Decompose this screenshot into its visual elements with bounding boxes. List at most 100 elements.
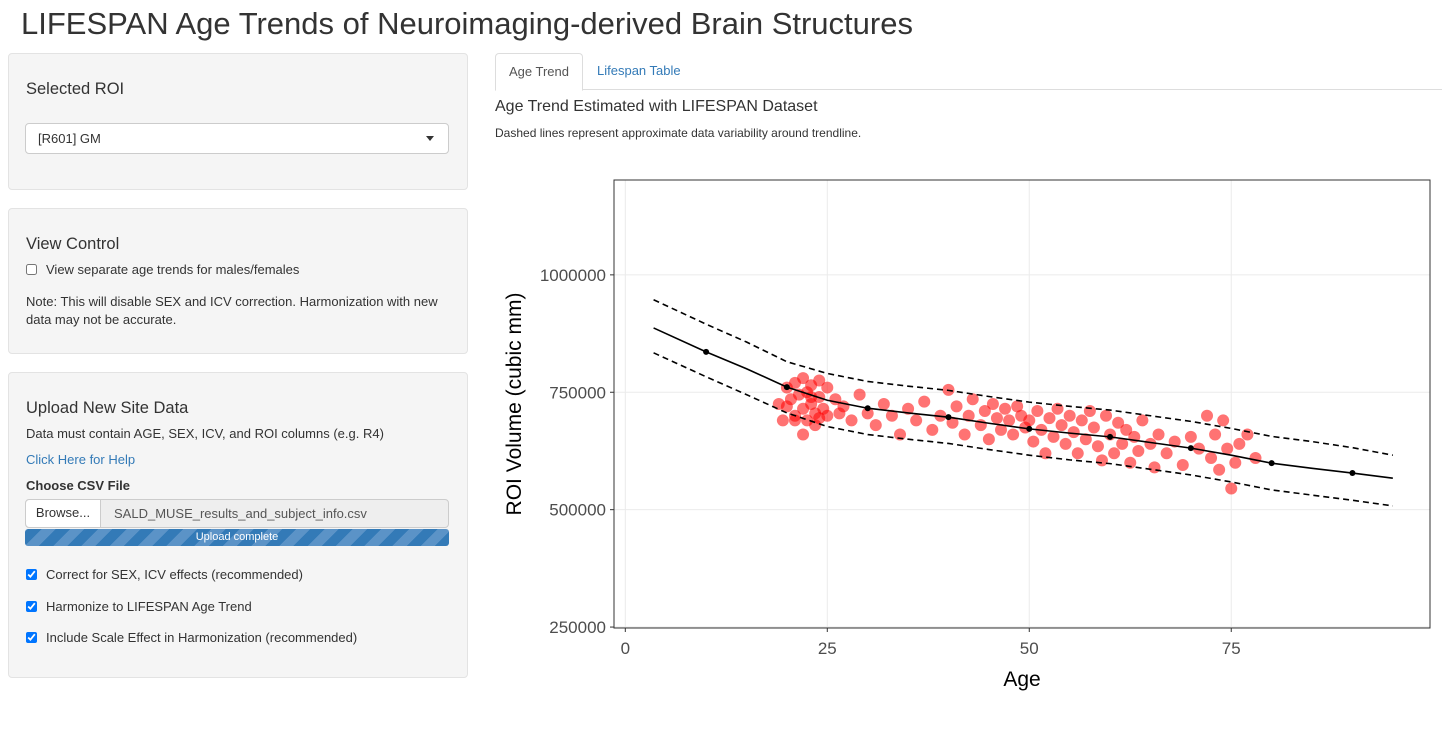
upload-panel: Upload New Site Data Data must contain A… — [8, 372, 468, 678]
data-point — [1144, 437, 1157, 450]
browse-button[interactable]: Browse... — [26, 500, 101, 527]
data-point — [982, 433, 995, 446]
option-checkbox[interactable]: Include Scale Effect in Harmonization (r… — [26, 630, 357, 645]
data-point — [1160, 447, 1173, 460]
plot-note: Dashed lines represent approximate data … — [495, 126, 862, 140]
trend-knot — [703, 348, 710, 355]
data-point — [1209, 428, 1222, 441]
data-point — [1003, 414, 1016, 427]
x-axis-label: Age — [1003, 668, 1040, 691]
data-point — [1011, 400, 1024, 413]
roi-panel: Selected ROI [R601] GM — [8, 53, 468, 190]
data-point — [978, 405, 991, 418]
help-link[interactable]: Click Here for Help — [26, 452, 136, 467]
data-point — [1087, 421, 1100, 434]
data-point — [1079, 433, 1092, 446]
view-panel: View Control View separate age trends fo… — [8, 208, 468, 354]
data-point — [1205, 452, 1218, 465]
checkbox-label: Harmonize to LIFESPAN Age Trend — [46, 598, 252, 614]
data-point — [1192, 442, 1205, 455]
data-point — [1132, 444, 1145, 457]
data-point — [1108, 447, 1121, 460]
data-point — [902, 402, 915, 415]
data-point — [845, 414, 858, 427]
checkbox[interactable] — [26, 632, 37, 643]
x-tick-label: 50 — [1020, 639, 1039, 658]
trend-knot — [945, 414, 952, 421]
progress-bar: Upload complete — [25, 529, 449, 546]
chart: 250000 500000 750000 1000000 0 25 50 75 Age ROI V… — [503, 179, 1431, 691]
data-point — [813, 412, 826, 425]
file-input: Browse... SALD_MUSE_results_and_subject_… — [25, 499, 449, 528]
variability-line — [653, 352, 1393, 507]
data-point — [1249, 452, 1262, 465]
file-name: SALD_MUSE_results_and_subject_info.csv — [114, 506, 367, 521]
data-point — [869, 419, 882, 432]
data-point — [1148, 461, 1161, 474]
data-point — [780, 400, 793, 413]
page-title: LIFESPAN Age Trends of Neuroimaging-deri… — [21, 6, 913, 41]
checkbox[interactable] — [26, 600, 37, 612]
data-point — [926, 423, 939, 436]
data-point — [1091, 440, 1104, 453]
data-point — [986, 398, 999, 410]
variability-line — [653, 299, 1393, 456]
checkbox[interactable] — [26, 569, 37, 580]
checkbox-label: View separate age trends for males/femal… — [46, 262, 300, 277]
data-point — [999, 402, 1012, 415]
trend-knot — [1349, 470, 1356, 477]
roi-selected: [R601] GM — [38, 131, 101, 146]
data-point — [950, 400, 963, 413]
option-checkbox[interactable]: Correct for SEX, ICV effects (recommende… — [26, 567, 303, 582]
data-point — [1176, 459, 1189, 472]
data-point — [1059, 437, 1072, 450]
trend-knot — [783, 384, 790, 391]
data-point — [990, 412, 1003, 425]
data-point — [885, 409, 898, 422]
data-point — [813, 374, 826, 387]
trend-knot — [1026, 425, 1033, 432]
data-point — [1027, 435, 1040, 448]
data-point — [1225, 482, 1238, 495]
x-tick-label: 75 — [1222, 639, 1241, 658]
data-point — [1007, 428, 1020, 441]
data-point — [1116, 437, 1129, 450]
data-point — [1217, 414, 1230, 427]
option-checkbox[interactable]: Harmonize to LIFESPAN Age Trend — [26, 599, 252, 614]
trend-knot — [1268, 460, 1275, 467]
data-point — [776, 414, 789, 427]
data-point — [894, 428, 907, 441]
data-point — [1112, 416, 1125, 429]
data-point — [1233, 437, 1246, 450]
data-point — [1039, 447, 1052, 460]
plot-heading: Age Trend Estimated with LIFESPAN Datase… — [495, 98, 818, 115]
plot-border — [613, 179, 1431, 629]
data-point — [918, 395, 931, 408]
tab[interactable]: Lifespan Table — [597, 63, 681, 78]
checkbox-label: Correct for SEX, ICV effects (recommende… — [46, 567, 303, 582]
tab-active[interactable]: Age Trend — [495, 53, 583, 91]
data-point — [1201, 409, 1214, 422]
checkbox[interactable] — [26, 264, 37, 275]
data-point — [797, 428, 810, 441]
data-point — [966, 393, 979, 406]
view-note: Note: This will disable SEX and ICV corr… — [26, 294, 438, 327]
data-point — [1168, 435, 1181, 448]
data-point — [788, 414, 801, 427]
data-point — [1213, 463, 1226, 476]
data-point — [1100, 409, 1113, 422]
trend-knot — [864, 405, 871, 412]
roi-select[interactable]: [R601] GM — [25, 123, 449, 154]
y-tick-label: 750000 — [549, 383, 606, 402]
y-tick-label: 500000 — [549, 501, 606, 520]
tab-rule — [495, 89, 1442, 90]
data-point — [1184, 430, 1197, 443]
file-label: Choose CSV File — [26, 478, 131, 493]
data-point — [1071, 447, 1084, 460]
data-point — [1063, 409, 1076, 422]
data-point — [861, 407, 874, 420]
view-checkbox[interactable]: View separate age trends for males/femal… — [26, 262, 299, 277]
data-point — [1095, 454, 1108, 467]
data-point — [910, 414, 923, 427]
data-point — [1043, 412, 1056, 425]
